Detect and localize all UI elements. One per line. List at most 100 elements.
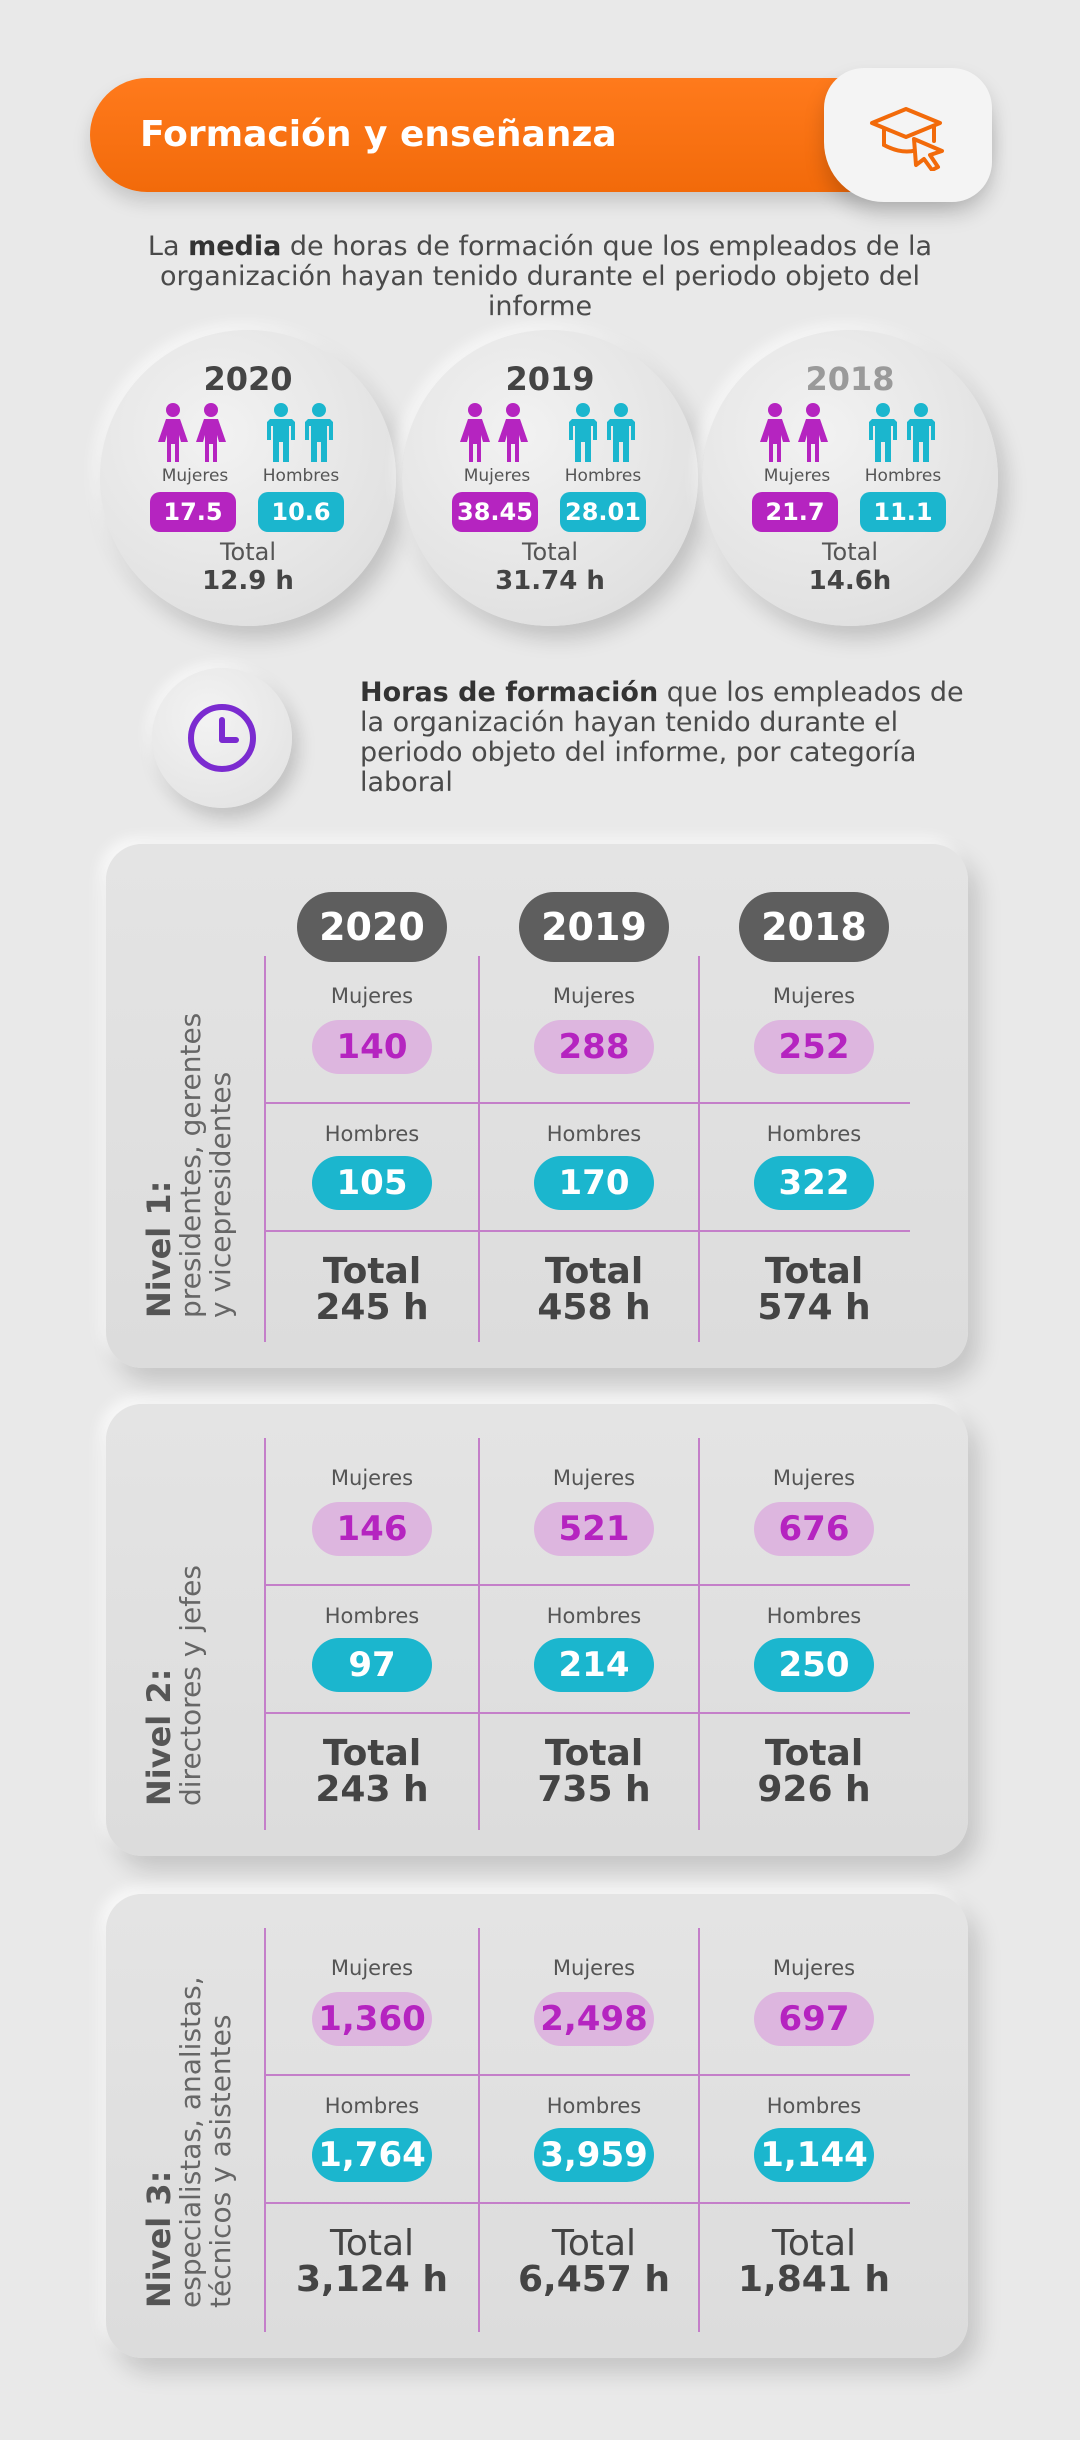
total-label: Total [771, 2223, 857, 2264]
hombres-label: Hombres [546, 2094, 642, 2118]
level-label: Nivel 3: especialistas, analistas, técni… [140, 1976, 237, 2308]
grid-divider [698, 1438, 700, 1830]
banner-badge [824, 68, 992, 202]
mujeres-label: Mujeres [552, 1956, 636, 1980]
circle-year: 2019 [505, 360, 595, 398]
total-value: 14.6h [808, 566, 892, 596]
total-label: Total [521, 538, 579, 566]
total-label: Total [544, 1251, 644, 1292]
mujeres-hours: 2,498 [534, 1992, 654, 2046]
hombres-value: 10.6 [258, 492, 344, 532]
mujeres-hours: 140 [312, 1020, 432, 1074]
grid-divider [264, 956, 266, 1342]
circle-year: 2018 [805, 360, 895, 398]
mujeres-hours: 146 [312, 1502, 432, 1556]
total-hours: Total 458 h [484, 1254, 704, 1326]
total-label: Total [551, 2223, 637, 2264]
total-label: Total [544, 1733, 644, 1774]
mujeres-label: Mujeres [772, 984, 856, 1008]
level-label: Nivel 1: presidentes, gerentes y vicepre… [140, 1012, 237, 1318]
circle-year: 2020 [203, 360, 293, 398]
total-value: 12.9 h [202, 566, 294, 596]
total-value: 1,841 h [737, 2259, 891, 2300]
total-value: 245 h [315, 1287, 429, 1328]
grid-divider [698, 1928, 700, 2332]
total-label: Total [322, 1733, 422, 1774]
hours-intro-text: Horas de formación que los empleados de … [360, 677, 964, 798]
woman-icon [798, 403, 828, 462]
level-panel: Nivel 3: especialistas, analistas, técni… [106, 1894, 968, 2358]
total-label: Total [219, 538, 277, 566]
total-value: 243 h [315, 1769, 429, 1810]
man-icon [607, 403, 635, 462]
man-icon [267, 403, 295, 462]
hombres-hours: 250 [754, 1638, 874, 1692]
total-value: 574 h [757, 1287, 871, 1328]
mujeres-label: Mujeres [552, 984, 636, 1008]
level-subtitle: presidentes, gerentes [174, 1012, 207, 1318]
mujeres-label: Mujeres [330, 984, 414, 1008]
grid-divider [264, 1928, 266, 2332]
total-hours: Total 245 h [262, 1254, 482, 1326]
hombres-label: Hombres [766, 2094, 862, 2118]
hombres-hours: 1,764 [312, 2128, 432, 2182]
hombres-hours: 105 [312, 1156, 432, 1210]
graduation-cap-cursor-icon [870, 107, 944, 171]
hombres-hours: 3,959 [534, 2128, 654, 2182]
mujeres-hours: 252 [754, 1020, 874, 1074]
total-hours: Total 735 h [484, 1736, 704, 1808]
hombres-label: Hombres [766, 1122, 862, 1146]
man-icon [907, 403, 935, 462]
year-header: 2018 [739, 892, 889, 962]
total-hours: Total 926 h [704, 1736, 924, 1808]
total-value: 926 h [757, 1769, 871, 1810]
total-value: 3,124 h [295, 2259, 449, 2300]
level-title: Nivel 1: [140, 1180, 178, 1318]
mujeres-value: 21.7 [752, 492, 838, 532]
men-icons [264, 402, 336, 464]
year-average-circle: 2018 Mujeres Hombres 21.7 11.1 Total 14.… [702, 330, 998, 626]
total-hours: Total 3,124 h [262, 2226, 482, 2298]
hombres-label: Hombres [546, 1122, 642, 1146]
level-title: Nivel 3: [140, 2170, 178, 2308]
total-value: 6,457 h [517, 2259, 671, 2300]
level-subtitle: técnicos y asistentes [204, 2014, 237, 2308]
hombres-hours: 322 [754, 1156, 874, 1210]
year-header: 2019 [519, 892, 669, 962]
total-hours: Total 1,841 h [704, 2226, 924, 2298]
woman-icon [760, 403, 790, 462]
year-average-circle: 2019 Mujeres Hombres 38.45 28.01 Total 3… [402, 330, 698, 626]
mujeres-label: Mujeres [161, 466, 229, 486]
mujeres-hours: 697 [754, 1992, 874, 2046]
grid-divider [264, 1712, 910, 1714]
man-icon [869, 403, 897, 462]
level-subtitle: y vicepresidentes [204, 1071, 237, 1318]
year-header: 2020 [297, 892, 447, 962]
total-label: Total [764, 1251, 864, 1292]
grid-divider [478, 956, 480, 1342]
hombres-hours: 170 [534, 1156, 654, 1210]
women-icons [758, 402, 830, 464]
section-banner: Formación y enseñanza [90, 68, 992, 202]
section-title: Formación y enseñanza [140, 114, 617, 155]
hombres-hours: 214 [534, 1638, 654, 1692]
mujeres-label: Mujeres [763, 466, 831, 486]
clock-badge [152, 668, 292, 808]
mujeres-label: Mujeres [463, 466, 531, 486]
hombres-label: Hombres [324, 2094, 420, 2118]
hombres-label: Hombres [324, 1122, 420, 1146]
total-value: 458 h [537, 1287, 651, 1328]
mujeres-label: Mujeres [772, 1956, 856, 1980]
man-icon [569, 403, 597, 462]
hombres-value: 11.1 [860, 492, 946, 532]
woman-icon [196, 403, 226, 462]
mujeres-value: 38.45 [452, 492, 538, 532]
mujeres-label: Mujeres [772, 1466, 856, 1490]
year-average-circle: 2020 Mujeres Hombres 17.5 10.6 Total 12.… [100, 330, 396, 626]
grid-divider [478, 1928, 480, 2332]
men-icons [866, 402, 938, 464]
mujeres-hours: 1,360 [312, 1992, 432, 2046]
grid-divider [264, 1230, 910, 1232]
men-icons [566, 402, 638, 464]
mujeres-label: Mujeres [330, 1956, 414, 1980]
